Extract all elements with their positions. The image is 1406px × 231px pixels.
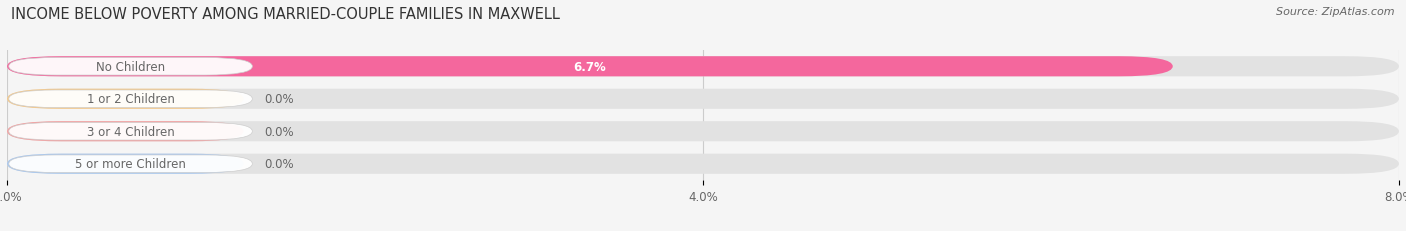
FancyBboxPatch shape	[8, 91, 252, 108]
FancyBboxPatch shape	[7, 89, 243, 109]
FancyBboxPatch shape	[7, 122, 1399, 142]
FancyBboxPatch shape	[7, 57, 1173, 77]
FancyBboxPatch shape	[8, 123, 252, 140]
FancyBboxPatch shape	[7, 89, 1399, 109]
Text: 6.7%: 6.7%	[574, 61, 606, 73]
Text: 1 or 2 Children: 1 or 2 Children	[87, 93, 174, 106]
Text: No Children: No Children	[96, 61, 165, 73]
Text: 0.0%: 0.0%	[264, 93, 294, 106]
Text: 3 or 4 Children: 3 or 4 Children	[87, 125, 174, 138]
Text: Source: ZipAtlas.com: Source: ZipAtlas.com	[1277, 7, 1395, 17]
FancyBboxPatch shape	[7, 154, 243, 174]
FancyBboxPatch shape	[7, 154, 1399, 174]
Text: 0.0%: 0.0%	[264, 158, 294, 170]
FancyBboxPatch shape	[7, 122, 243, 142]
FancyBboxPatch shape	[8, 155, 252, 173]
Text: 5 or more Children: 5 or more Children	[75, 158, 186, 170]
FancyBboxPatch shape	[8, 58, 252, 76]
Text: 0.0%: 0.0%	[264, 125, 294, 138]
FancyBboxPatch shape	[7, 57, 1399, 77]
Text: INCOME BELOW POVERTY AMONG MARRIED-COUPLE FAMILIES IN MAXWELL: INCOME BELOW POVERTY AMONG MARRIED-COUPL…	[11, 7, 560, 22]
